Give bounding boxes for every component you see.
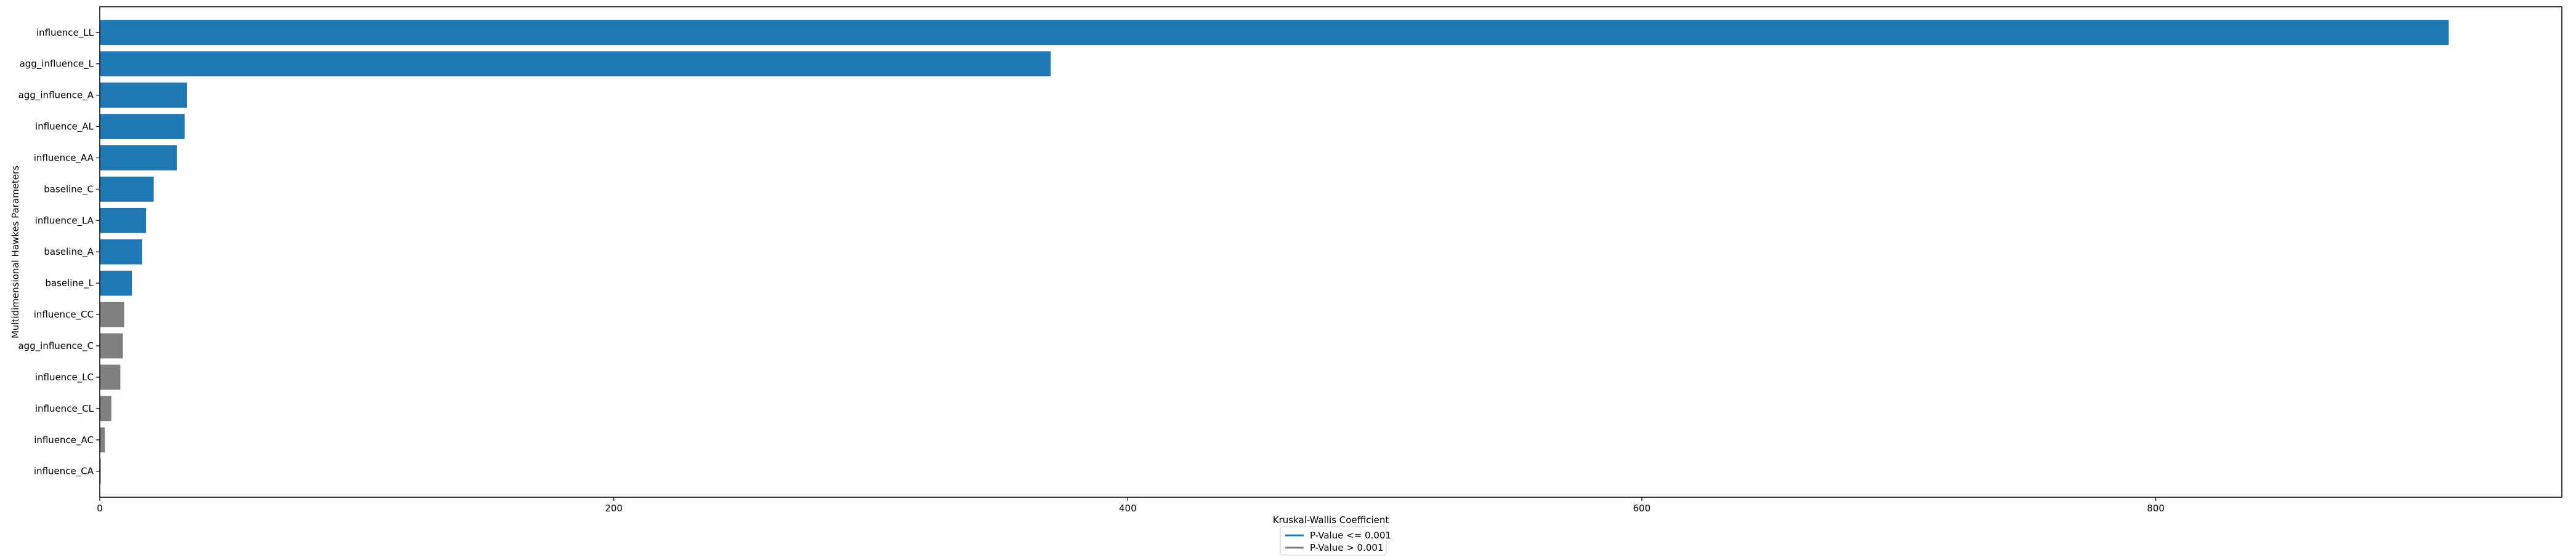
y-tick-label: agg_influence_C	[18, 340, 94, 352]
x-tick-label: 400	[1119, 503, 1137, 514]
bar-influence-CA	[100, 458, 101, 484]
y-tick-label: influence_LL	[36, 27, 94, 39]
legend-box	[1280, 526, 1387, 556]
bar-influence-CL	[100, 396, 111, 422]
y-tick-label: baseline_A	[44, 246, 94, 258]
y-tick-label: influence_AA	[34, 152, 94, 164]
y-tick-label: agg_influence_A	[18, 90, 94, 102]
y-tick-label: influence_AC	[34, 434, 94, 446]
x-tick-label: 600	[1633, 503, 1651, 514]
legend: Kruskal-Wallis Coefficient P-Value <= 0.…	[1273, 514, 1391, 556]
y-tick-label: baseline_C	[44, 183, 94, 195]
y-tick-label: influence_LC	[35, 372, 94, 383]
y-tick-label: agg_influence_L	[20, 58, 94, 70]
y-tick-label: influence_LA	[35, 215, 94, 226]
x-tick-label: 0	[97, 503, 103, 514]
y-tick-label: influence_CL	[35, 403, 94, 415]
y-tick-label: influence_CC	[34, 309, 94, 321]
y-tick-label: influence_CA	[34, 466, 94, 478]
legend-label-high: P-Value > 0.001	[1310, 542, 1384, 553]
y-tick-label: baseline_L	[45, 278, 94, 289]
y-tick-label: influence_AL	[35, 121, 94, 133]
y-axis-ticks: influence_LL agg_influence_L agg_influence…	[18, 27, 100, 478]
bar-influence-LA	[100, 207, 147, 233]
bar-baseline-L	[100, 270, 132, 296]
bar-agg-influence-A	[100, 82, 187, 108]
bar-agg-influence-L	[100, 51, 1051, 77]
bars-group	[100, 20, 2449, 484]
plot-frame	[99, 6, 2562, 498]
legend-title: Kruskal-Wallis Coefficient	[1273, 514, 1389, 526]
y-axis-label: Multidimensional Hawkes Parameters	[10, 166, 21, 338]
bar-influence-LL	[100, 20, 2449, 46]
legend-label-low: P-Value <= 0.001	[1310, 530, 1391, 541]
bar-influence-AL	[100, 114, 185, 139]
bar-influence-LC	[100, 364, 121, 390]
x-tick-label: 200	[605, 503, 623, 514]
bar-influence-AA	[100, 145, 177, 170]
x-axis-ticks: 0 200 400 600 800	[97, 497, 2165, 514]
bar-influence-CC	[100, 302, 124, 327]
bar-baseline-C	[100, 177, 154, 202]
bar-baseline-A	[100, 239, 142, 265]
x-tick-label: 800	[2147, 503, 2165, 514]
bar-agg-influence-C	[100, 333, 123, 359]
bar-influence-AC	[100, 427, 105, 453]
